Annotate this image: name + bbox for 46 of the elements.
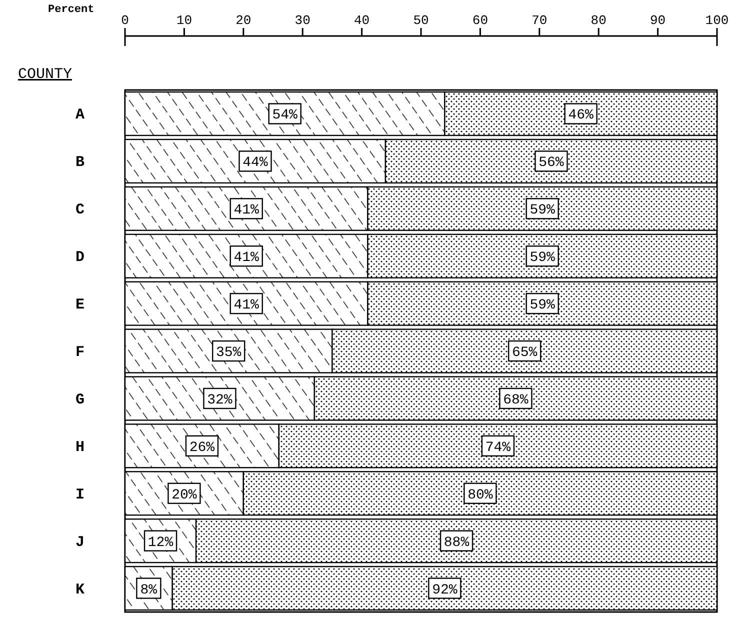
data-label: 8%: [140, 582, 158, 598]
x-tick-label: 60: [472, 13, 488, 28]
x-tick-label: 90: [650, 13, 666, 28]
x-tick-label: 40: [354, 13, 370, 28]
data-label: 35%: [216, 345, 242, 361]
data-label: 68%: [503, 392, 529, 408]
data-label: 26%: [189, 440, 216, 456]
x-tick-label: 10: [176, 13, 192, 28]
data-label: 88%: [444, 534, 470, 551]
y-tick-label: I: [75, 486, 85, 504]
x-axis-title: Percent: [48, 4, 94, 16]
data-label: 54%: [272, 108, 298, 124]
data-label: 20%: [172, 487, 198, 504]
data-label: 46%: [568, 108, 594, 124]
x-tick-label: 70: [532, 13, 548, 28]
y-tick-label: D: [75, 249, 85, 266]
data-label: 56%: [538, 155, 564, 172]
y-tick-label: E: [75, 296, 85, 314]
data-label: 44%: [242, 155, 268, 172]
data-label: 12%: [148, 534, 174, 551]
y-tick-label: C: [75, 202, 85, 219]
x-tick-label: 80: [590, 13, 606, 28]
y-tick-label: J: [75, 534, 85, 551]
data-label: 74%: [485, 440, 512, 456]
y-tick-label: F: [75, 344, 85, 361]
x-tick-label: 30: [294, 13, 310, 28]
data-label: 32%: [207, 392, 233, 408]
data-label: 59%: [530, 250, 556, 266]
y-axis-title: COUNTY: [18, 66, 72, 83]
x-tick-label: 50: [413, 13, 429, 28]
y-tick-label: K: [75, 581, 85, 598]
data-label: 59%: [530, 202, 556, 219]
data-label: 41%: [234, 202, 260, 219]
y-tick-label: G: [75, 391, 85, 408]
data-label: 80%: [468, 487, 494, 504]
x-tick-label: 0: [121, 13, 129, 28]
data-label: 41%: [234, 250, 260, 266]
data-label: 65%: [512, 345, 538, 361]
data-label: 59%: [530, 298, 556, 314]
y-tick-label: H: [75, 438, 85, 456]
x-tick-label: 20: [236, 13, 252, 28]
y-tick-label: A: [75, 106, 85, 124]
data-label: 92%: [432, 582, 458, 598]
y-tick-label: B: [75, 154, 85, 172]
x-tick-label: 100: [705, 13, 729, 28]
data-label: 41%: [234, 298, 260, 314]
